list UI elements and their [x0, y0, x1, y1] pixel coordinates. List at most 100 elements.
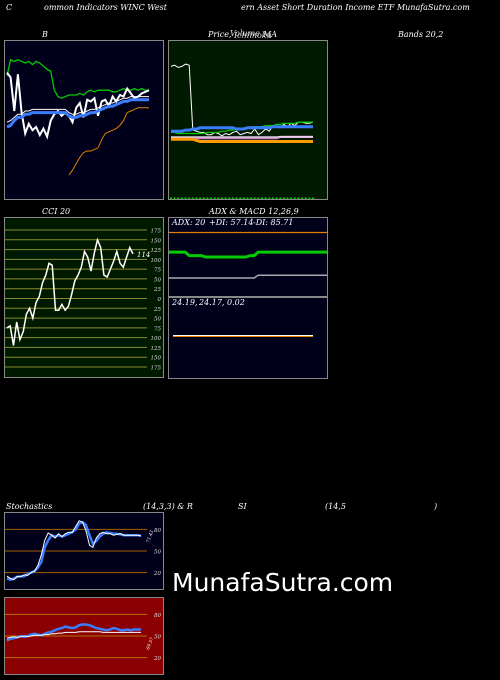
volume-bar: [268, 197, 271, 199]
price-title-volume: Volume: [230, 29, 260, 38]
volume-bar: [206, 197, 209, 199]
bollinger-chart: [6, 58, 150, 176]
plus-di-label: +DI: 57.14: [209, 218, 254, 227]
volume-bar: [293, 197, 296, 199]
volume-bar: [224, 197, 227, 199]
rsi-series-1: [6, 631, 141, 639]
rsi-chart: 80 50 20 69.57: [5, 613, 161, 662]
cci-tick-label: 75: [154, 268, 161, 274]
price_volume_ichimoku_ma-series-0: [170, 63, 314, 137]
volume-bar: [253, 197, 256, 199]
volume-bar: [242, 197, 245, 199]
adx-series-1: [169, 250, 327, 259]
price_volume_ichimoku_ma-series-2: [171, 125, 313, 133]
cci-tick-label: 125: [151, 346, 162, 352]
volume-bar: [275, 197, 278, 199]
rsi-tick-label: 80: [154, 613, 161, 619]
stoch-tick-label: 50: [154, 550, 161, 556]
header-mid: ommon Indicators WINC West: [44, 3, 167, 12]
cci-tick-label: 175: [151, 366, 162, 372]
bollinger-series-2: [6, 98, 149, 129]
price-chart: [170, 63, 314, 199]
signal-value-label: 24.17,: [199, 298, 225, 307]
stoch-tick-label: 20: [153, 571, 161, 577]
bollinger-series-3: [6, 96, 149, 123]
price_volume_ichimoku_ma-series-4: [171, 137, 313, 143]
bollinger-series-1: [6, 72, 150, 140]
cci-tick-label: 150: [151, 238, 162, 244]
rsi-params: (14,5: [325, 502, 346, 511]
rsi-title: SI: [238, 502, 247, 511]
volume-bar: [199, 197, 202, 199]
volume-bar: [301, 197, 304, 199]
bollinger-panel: [4, 40, 164, 200]
minus-di-label: -DI: 85.71: [253, 218, 294, 227]
cci-tick-label: 50: [154, 277, 161, 283]
volume-bar: [250, 197, 253, 199]
volume-bar: [246, 197, 249, 199]
volume-bar: [312, 197, 314, 199]
volume-bar: [264, 197, 267, 199]
macd-panel: [168, 297, 328, 379]
volume-bar: [282, 197, 285, 199]
cci-tick-label: 175: [151, 229, 162, 235]
bollinger-series-0: [6, 58, 149, 99]
volume-bar: [297, 197, 300, 199]
cci-tick-label: 50: [154, 317, 161, 323]
stochastics-series-1: [6, 520, 142, 581]
header-right: ern Asset Short Duration Income ETF Muna…: [241, 3, 470, 12]
cci-tick-label: 125: [151, 248, 162, 254]
price-panel: [168, 40, 328, 200]
bollinger-series-4: [68, 107, 149, 176]
adx-chart: [169, 231, 327, 279]
adx-label: ADX: 20: [172, 218, 206, 227]
cci-tick-label: 25: [153, 287, 161, 293]
cci-panel: 175 150 125 100 75 50 25 0 25 50 75 100 125 150 175 114: [4, 217, 164, 378]
volume-bar: [308, 197, 311, 199]
bollinger-title: B: [42, 30, 48, 39]
price-title-ma: MA: [263, 30, 277, 39]
stoch-tick-label: 80: [154, 528, 161, 534]
rsi-last-value-label: 69.57: [145, 636, 155, 650]
volume-bar: [191, 197, 194, 199]
stoch-params: (14,3,3) & R: [143, 502, 193, 511]
rsi-panel: 80 50 20 69.57: [4, 597, 164, 675]
volume-bar: [239, 197, 242, 199]
volume-bar: [202, 197, 205, 199]
price-title-ichimoku: Ichimoku: [234, 31, 272, 40]
volume-bar: [180, 197, 183, 199]
volume-bar: [257, 197, 260, 199]
volume-bar: [195, 197, 198, 199]
stoch-panel: 80 50 20 71.43: [4, 512, 164, 590]
cci-tick-label: 150: [151, 356, 162, 362]
hist-value-label: 0.02: [227, 298, 245, 307]
stoch-title: Stochastics: [6, 502, 53, 511]
volume-bar: [188, 197, 191, 199]
volume-bar: [286, 197, 289, 199]
cci-tick-label: 75: [154, 326, 161, 332]
volume-bar: [213, 197, 216, 199]
volume-bar: [261, 197, 264, 199]
volume-bar: [184, 197, 187, 199]
volume-bar: [228, 197, 231, 199]
adx-panel: [168, 217, 328, 297]
cci-tick-label: 0: [158, 297, 162, 303]
cci-series-0: [6, 237, 134, 346]
cci-title: CCI 20: [42, 207, 71, 216]
volume-bar: [217, 197, 220, 199]
volume-bar: [279, 197, 282, 199]
volume-bar: [290, 197, 293, 199]
watermark: MunafaSutra.com: [172, 568, 394, 597]
volume-bar: [170, 197, 172, 199]
volume-bar: [173, 197, 176, 199]
cci-chart: 175 150 125 100 75 50 25 0 25 50 75 100 125 150 175 114: [5, 229, 162, 372]
adx-title: ADX & MACD 12,26,9: [209, 207, 299, 216]
volume-bar: [235, 197, 238, 199]
rsi-tick-label: 50: [154, 635, 161, 641]
cci-tick-label: 25: [153, 307, 161, 313]
macd-chart: [173, 335, 313, 337]
macd-value-label: 24.19,: [172, 298, 198, 307]
volume-bar: [231, 197, 234, 199]
stoch-chart: 80 50 20 71.43: [5, 520, 161, 582]
rsi-tick-label: 20: [153, 656, 161, 662]
